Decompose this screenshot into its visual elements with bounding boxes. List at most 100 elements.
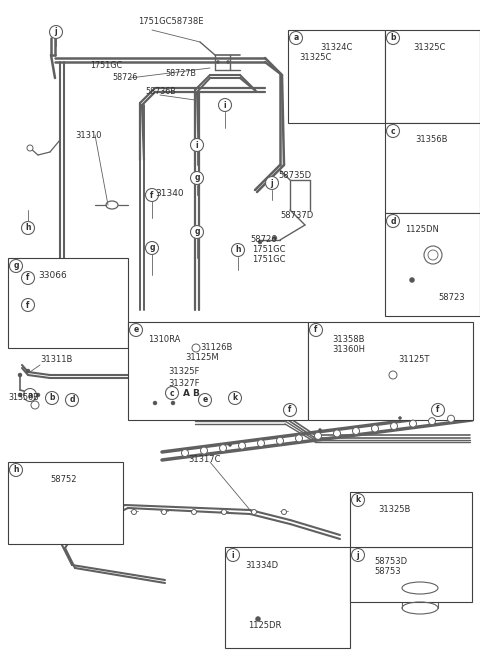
Text: 1751GC: 1751GC xyxy=(252,255,286,265)
Circle shape xyxy=(409,420,417,427)
Circle shape xyxy=(447,415,455,422)
Circle shape xyxy=(252,509,256,515)
Circle shape xyxy=(273,236,277,240)
Circle shape xyxy=(351,494,364,507)
Circle shape xyxy=(228,392,241,405)
Circle shape xyxy=(22,299,35,311)
Circle shape xyxy=(192,509,196,515)
Circle shape xyxy=(26,369,30,373)
Circle shape xyxy=(130,324,143,336)
Text: c: c xyxy=(170,388,174,397)
Text: 58735D: 58735D xyxy=(278,170,311,180)
Text: f: f xyxy=(26,274,30,282)
Circle shape xyxy=(18,393,22,397)
Circle shape xyxy=(255,617,261,622)
Circle shape xyxy=(132,509,136,515)
Circle shape xyxy=(65,393,79,407)
Circle shape xyxy=(231,243,244,257)
Text: 31317C: 31317C xyxy=(188,455,220,465)
Text: h: h xyxy=(235,245,241,255)
Text: 58723: 58723 xyxy=(438,293,465,303)
Circle shape xyxy=(257,440,264,447)
Text: a: a xyxy=(293,34,299,43)
Circle shape xyxy=(265,176,278,190)
Circle shape xyxy=(284,403,297,417)
Circle shape xyxy=(389,371,397,379)
Text: c: c xyxy=(391,126,396,136)
Circle shape xyxy=(145,241,158,255)
Text: d: d xyxy=(390,216,396,226)
Text: 58726: 58726 xyxy=(112,74,137,82)
Bar xyxy=(385,30,480,123)
Circle shape xyxy=(334,430,340,437)
Circle shape xyxy=(199,393,212,407)
Text: 31325F: 31325F xyxy=(168,368,199,376)
Text: 31311B: 31311B xyxy=(40,355,72,365)
Bar xyxy=(225,547,350,648)
Text: B: B xyxy=(192,388,199,397)
Circle shape xyxy=(351,549,364,561)
Circle shape xyxy=(166,386,179,399)
Circle shape xyxy=(258,240,262,244)
Bar xyxy=(8,258,128,348)
Text: 31334D: 31334D xyxy=(245,561,278,570)
Text: 58753: 58753 xyxy=(374,567,401,576)
Circle shape xyxy=(22,272,35,284)
Text: 31350B: 31350B xyxy=(8,393,38,403)
Circle shape xyxy=(161,509,167,515)
Circle shape xyxy=(314,432,322,440)
Circle shape xyxy=(27,145,33,151)
Text: 1125DR: 1125DR xyxy=(248,620,281,630)
Circle shape xyxy=(281,509,287,515)
Bar xyxy=(128,322,308,420)
Text: f: f xyxy=(436,405,440,415)
Circle shape xyxy=(31,401,39,409)
Text: f: f xyxy=(26,301,30,309)
Text: k: k xyxy=(355,495,360,505)
Circle shape xyxy=(46,392,59,405)
Text: f: f xyxy=(314,326,318,334)
Circle shape xyxy=(386,32,399,45)
Circle shape xyxy=(429,418,435,424)
Text: 1125DN: 1125DN xyxy=(405,226,439,234)
Text: 31324C: 31324C xyxy=(320,43,352,51)
Circle shape xyxy=(386,124,399,138)
Circle shape xyxy=(191,226,204,238)
Text: j: j xyxy=(357,551,360,559)
Text: 1751GC58738E: 1751GC58738E xyxy=(138,18,204,26)
Text: 58753D: 58753D xyxy=(374,557,407,567)
Circle shape xyxy=(192,344,200,352)
Text: g: g xyxy=(13,261,19,270)
Circle shape xyxy=(227,61,229,64)
Text: 58726: 58726 xyxy=(250,236,276,245)
Text: b: b xyxy=(390,34,396,43)
Text: 31356B: 31356B xyxy=(415,136,447,145)
Text: j: j xyxy=(55,28,57,36)
Circle shape xyxy=(239,442,245,449)
Circle shape xyxy=(219,445,227,451)
Circle shape xyxy=(153,401,157,405)
Text: h: h xyxy=(13,465,19,474)
Text: 31125M: 31125M xyxy=(185,353,218,361)
Text: d: d xyxy=(69,395,75,405)
Circle shape xyxy=(310,324,323,336)
Circle shape xyxy=(372,425,379,432)
Circle shape xyxy=(22,222,35,234)
Text: 31310: 31310 xyxy=(75,130,101,139)
Circle shape xyxy=(36,393,40,397)
Text: k: k xyxy=(232,393,238,403)
Circle shape xyxy=(409,278,415,282)
Text: 1310RA: 1310RA xyxy=(148,336,180,345)
Circle shape xyxy=(398,417,401,420)
Text: g: g xyxy=(194,228,200,236)
Circle shape xyxy=(18,373,22,377)
Circle shape xyxy=(201,447,207,454)
Circle shape xyxy=(10,463,23,476)
Text: 31360H: 31360H xyxy=(332,345,365,355)
Text: b: b xyxy=(49,393,55,403)
Text: i: i xyxy=(232,551,234,559)
Bar xyxy=(350,547,472,602)
Text: e: e xyxy=(133,326,139,334)
Text: f: f xyxy=(288,405,292,415)
Circle shape xyxy=(24,388,36,401)
